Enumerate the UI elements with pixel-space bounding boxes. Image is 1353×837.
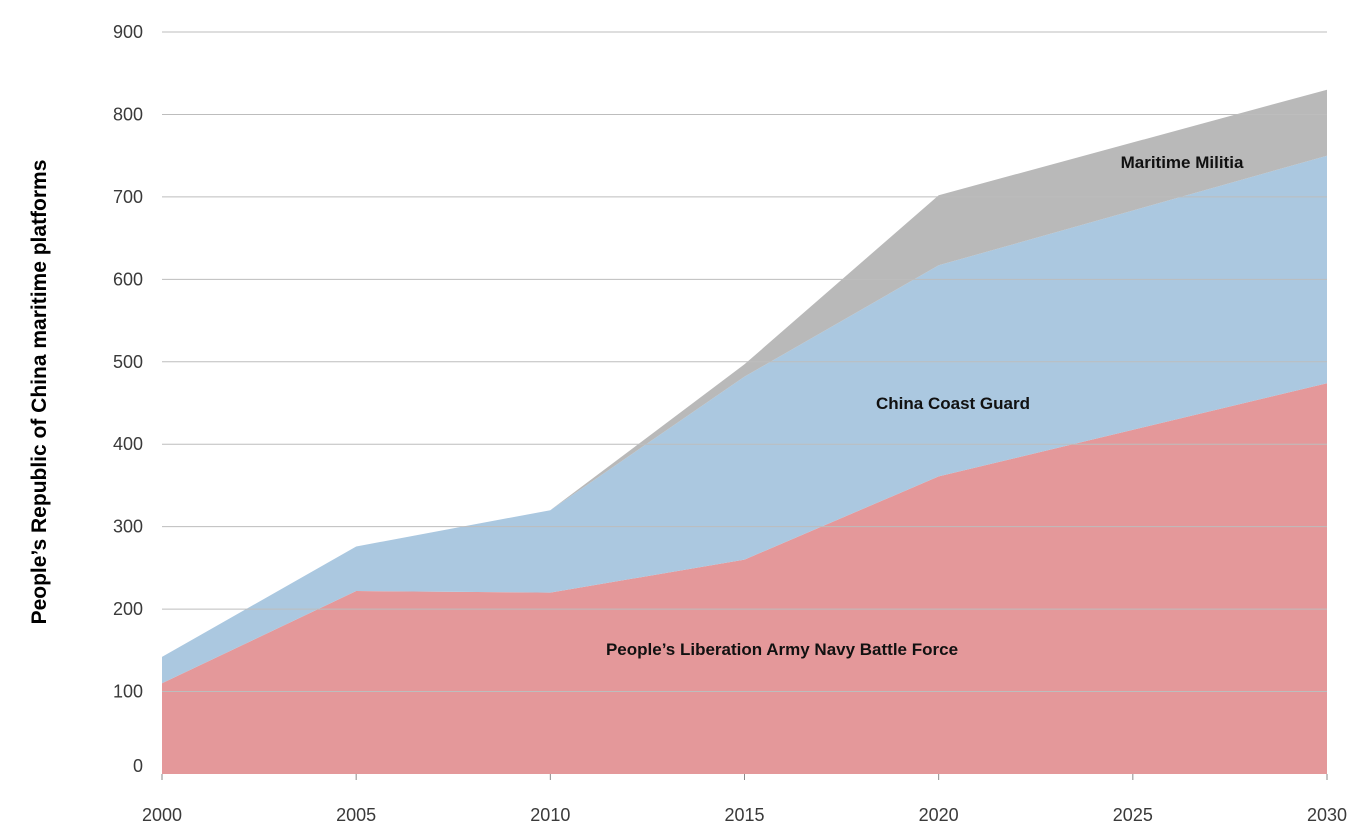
x-tick-labels: 2000 2005 2010 2015 2020 2025 2030 <box>142 774 1347 825</box>
y-tick-label: 600 <box>113 269 143 289</box>
y-tick-label: 200 <box>113 599 143 619</box>
series-label-maritime-militia: Maritime Militia <box>1121 153 1244 172</box>
x-tick-label: 2005 <box>336 805 376 825</box>
area-china-coast-guard <box>162 155 1327 684</box>
x-tick-label: 2010 <box>530 805 570 825</box>
y-tick-label: 0 <box>133 756 143 776</box>
y-tick-label: 500 <box>113 352 143 372</box>
y-tick-label: 900 <box>113 22 143 42</box>
area-maritime-militia <box>162 89 1327 657</box>
area-people-s-liberation-army-navy-battle-force <box>162 383 1327 774</box>
grid-layer <box>162 31 1327 693</box>
y-tick-label: 800 <box>113 104 143 124</box>
y-tick-label: 300 <box>113 517 143 537</box>
x-tick-label: 2000 <box>142 805 182 825</box>
x-tick-label: 2030 <box>1307 805 1347 825</box>
y-tick-labels: 0 100 200 300 400 500 600 700 800 900 <box>113 22 143 776</box>
series-label-coast-guard: China Coast Guard <box>876 394 1030 413</box>
x-tick-label: 2025 <box>1113 805 1153 825</box>
x-tick-label: 2020 <box>919 805 959 825</box>
series-label-plan: People’s Liberation Army Navy Battle For… <box>606 640 958 659</box>
series-labels: People’s Liberation Army Navy Battle For… <box>606 153 1244 659</box>
y-axis-label: People’s Republic of China maritime plat… <box>28 160 51 625</box>
y-tick-label: 400 <box>113 434 143 454</box>
y-tick-label: 100 <box>113 682 143 702</box>
x-tick-label: 2015 <box>724 805 764 825</box>
area-layer <box>162 89 1327 774</box>
y-tick-label: 700 <box>113 187 143 207</box>
